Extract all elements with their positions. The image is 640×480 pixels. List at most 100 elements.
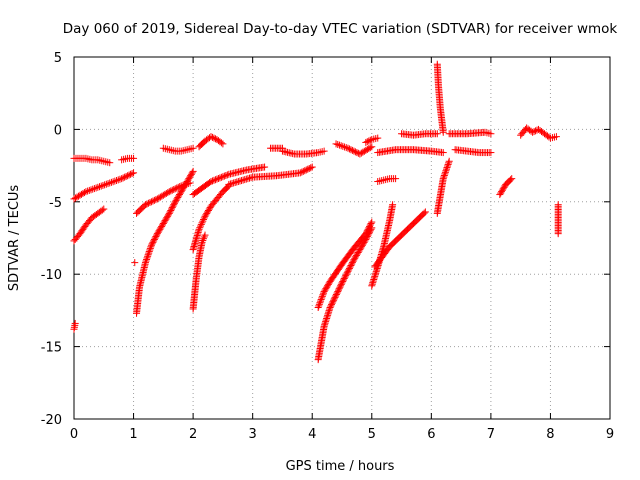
data-point-fill — [342, 270, 350, 278]
y-tick-label: 5 — [54, 51, 62, 66]
data-point-fill — [332, 292, 340, 300]
data-point-fill — [315, 300, 323, 308]
data-point-fill — [182, 179, 190, 187]
data-point-fill — [317, 296, 325, 304]
x-tick-label: 9 — [606, 427, 614, 442]
data-point-fill — [222, 171, 230, 179]
series-arc-26 — [433, 60, 447, 136]
data-point — [71, 319, 79, 327]
series-arc-28 — [445, 128, 495, 138]
data-point-fill — [302, 166, 310, 174]
data-point-fill — [211, 176, 219, 184]
data-point-fill — [90, 185, 98, 193]
data-point — [332, 140, 340, 148]
data-point-fill — [157, 224, 165, 232]
x-tick-label: 3 — [249, 427, 257, 442]
data-point-fill — [348, 259, 356, 267]
data-point — [368, 224, 376, 232]
data-point — [439, 149, 447, 157]
data-point-fill — [318, 294, 326, 302]
data-point-fill — [363, 138, 371, 146]
data-point-fill — [363, 145, 371, 153]
data-point-fill — [197, 220, 205, 228]
y-axis-label: SDTVAR / TECUs — [7, 185, 22, 292]
data-point-fill — [220, 172, 228, 180]
series-arc-32 — [554, 201, 562, 238]
data-point-fill — [109, 178, 117, 186]
data-point-fill — [358, 241, 366, 249]
series-arc-14 — [225, 163, 316, 188]
data-point-fill — [164, 212, 172, 220]
data-point-fill — [162, 189, 170, 197]
data-point — [82, 188, 90, 196]
data-point-fill — [219, 173, 227, 181]
data-point-fill — [498, 186, 506, 194]
data-point-fill — [186, 173, 194, 181]
data-point-fill — [121, 173, 129, 181]
data-point — [106, 159, 114, 167]
data-point-fill — [317, 297, 325, 305]
data-point-fill — [145, 248, 153, 256]
data-point-fill — [329, 298, 337, 306]
data-point-fill — [199, 217, 207, 225]
data-point-fill — [530, 128, 538, 136]
data-point — [338, 279, 346, 287]
data-point — [171, 198, 179, 206]
data-point — [195, 225, 203, 233]
data-point-fill — [337, 282, 345, 290]
data-point — [439, 175, 447, 183]
data-point — [356, 150, 364, 158]
series-arc-12 — [189, 163, 269, 199]
data-point-fill — [173, 195, 181, 203]
data-point — [296, 169, 304, 177]
y-tick-label: -20 — [41, 413, 62, 428]
data-point-fill — [366, 227, 374, 235]
data-point-fill — [127, 170, 135, 178]
data-point — [433, 130, 441, 138]
data-point-fill — [217, 139, 225, 147]
data-point — [153, 195, 161, 203]
data-point-fill — [298, 168, 306, 176]
x-tick-label: 4 — [308, 427, 316, 442]
x-tick-label: 6 — [427, 427, 435, 442]
data-point-fill — [332, 290, 340, 298]
data-point-fill — [143, 254, 151, 262]
data-point-fill — [170, 201, 178, 209]
series-arc-16 — [267, 144, 286, 152]
data-point-fill — [330, 296, 338, 304]
data-point-fill — [339, 277, 347, 285]
data-point-fill — [321, 286, 329, 294]
data-point-fill — [92, 184, 100, 192]
data-point-fill — [364, 231, 372, 239]
data-point-fill — [342, 144, 350, 152]
data-point-fill — [348, 260, 356, 268]
data-point-fill — [150, 235, 158, 243]
y-tick-label: 0 — [54, 123, 62, 138]
data-point-fill — [349, 257, 357, 265]
data-point-fill — [188, 169, 196, 177]
series-arc-11 — [189, 182, 233, 254]
series-arc-13 — [195, 133, 227, 151]
x-tick-label: 5 — [368, 427, 376, 442]
data-point-fill — [148, 240, 156, 248]
data-point-fill — [200, 214, 208, 222]
data-point-fill — [324, 282, 332, 290]
data-point-fill — [301, 167, 309, 175]
data-point-fill — [149, 197, 157, 205]
x-tick-label: 8 — [546, 427, 554, 442]
data-point-fill — [171, 199, 178, 207]
data-point-fill — [114, 176, 122, 184]
data-point-fill — [145, 249, 153, 257]
data-point-fill — [147, 198, 155, 206]
data-point-fill — [200, 233, 208, 241]
data-point-fill — [101, 181, 109, 189]
data-point-fill — [337, 142, 345, 150]
data-point-fill — [169, 202, 177, 210]
data-point-fill — [156, 193, 164, 201]
data-point — [207, 178, 215, 186]
data-point-fill — [359, 240, 367, 248]
data-point-fill — [334, 286, 342, 294]
data-point-fill — [151, 234, 159, 242]
data-point — [487, 149, 495, 157]
x-tick-label: 1 — [129, 427, 137, 442]
